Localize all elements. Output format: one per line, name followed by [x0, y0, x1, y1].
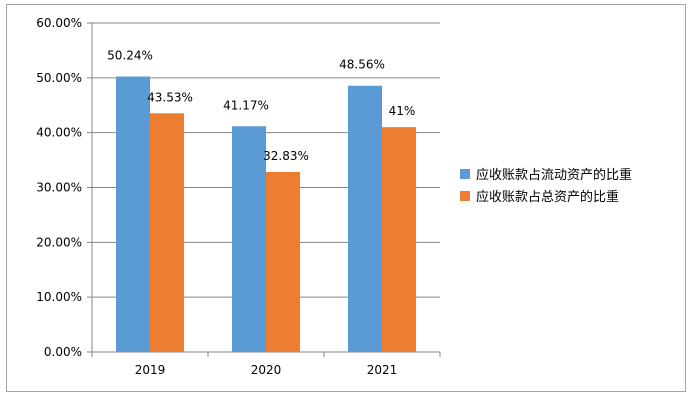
y-tick-label: 60.00%	[36, 16, 82, 30]
bar-total-assets-2020	[266, 171, 300, 352]
y-tick-label: 40.00%	[36, 126, 82, 140]
data-label: 41.17%	[223, 98, 269, 112]
x-tick-label: 2020	[251, 363, 282, 377]
legend-entry: 应收账款占总资产的比重	[476, 189, 619, 205]
bar-total-assets-2021	[382, 127, 416, 352]
x-tick-label: 2019	[135, 363, 166, 377]
data-label: 43.53%	[147, 90, 193, 104]
y-tick-label: 30.00%	[36, 181, 82, 195]
y-tick-label: 20.00%	[36, 235, 82, 249]
legend-entry: 应收账款占流动资产的比重	[476, 167, 632, 183]
data-label: 50.24%	[107, 49, 153, 63]
legend-swatch	[460, 191, 470, 201]
x-tick-label: 2021	[367, 363, 398, 377]
y-tick-label: 0.00%	[44, 345, 82, 359]
bar-total-assets-2019	[150, 113, 184, 352]
data-label: 32.83%	[263, 149, 309, 163]
bar-current-assets-2020	[232, 126, 266, 353]
bar-current-assets-2021	[348, 85, 382, 352]
y-tick-label: 10.00%	[36, 290, 82, 304]
data-label: 41%	[389, 104, 416, 118]
data-label: 48.56%	[339, 58, 385, 72]
y-tick-label: 50.00%	[36, 71, 82, 85]
bar-current-assets-2019	[116, 76, 150, 352]
legend-swatch	[460, 169, 470, 179]
